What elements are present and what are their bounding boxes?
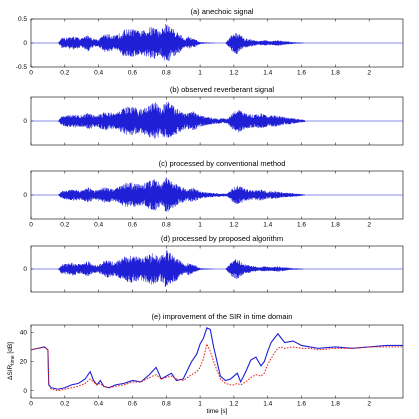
panel-c-xtick-label: 0 [29,222,33,229]
panel-e-ylabel: ΔSIRtime [dB] [7,342,16,380]
panel-a-xtick-label: 0.2 [60,70,69,77]
panel-a-xtick-label: 0.4 [94,70,103,77]
panel-e-series-blue [30,327,403,390]
panel-a-xtick-label: 1.6 [297,70,306,77]
panel-d-title: (d) processed by proposed algorithm [161,234,283,243]
panel-e-xtick-label: 0.2 [60,401,69,408]
panel-a-waveform [58,24,304,62]
panel-d-waveform [58,250,304,288]
panel-a-xtick-label: 0 [29,70,33,77]
panel-a-ytick-label: -0.5 [16,64,28,71]
panel-c-xtick-label: 1.8 [331,222,340,229]
panel-c-ytick-label: 0 [23,192,27,199]
panel-e-xtick-label: 0 [29,401,33,408]
panel-e-xlabel: time [s] [207,408,228,415]
panel-d: (d) processed by proposed algorithm 0 [23,234,404,293]
panel-b-marks: 0 [23,97,403,145]
panel-e-ytick-label: 20 [20,359,28,366]
panel-e-xtick-label: 1.6 [297,401,306,408]
panel-a-title: (a) anechoic signal [191,7,254,16]
panel-a-xtick-label: 1.2 [229,70,238,77]
panel-a: (a) anechoic signal 0 0.2 0.4 0.6 0.8 1 1.2 1.4… [16,7,404,77]
panel-c-xtick-label: 0.2 [60,222,69,229]
panel-e-ytick-label: 0 [23,388,27,395]
panel-e-xtick-label: 1 [198,401,202,408]
panel-e-xtick-label: 1.8 [331,401,340,408]
panel-b-title: (b) observed reverberant signal [170,85,275,94]
panel-c-marks: 0 0.2 0.4 0.6 0.8 1 1.2 1.4 1.6 1.8 2 0 [23,171,403,229]
panel-e-xtick-label: 0.4 [94,401,103,408]
panel-a-xtick-label: 1.4 [263,70,272,77]
panel-b: (b) observed reverberant signal 0 [23,85,404,146]
panel-d-marks: 0 [23,246,403,292]
panel-c-xtick-label: 1 [198,222,202,229]
panel-a-ytick-label: 0.5 [18,16,27,23]
panel-c-xtick-label: 0.4 [94,222,103,229]
panel-d-ytick-label: 0 [23,266,27,273]
panel-c-xtick-label: 2 [367,222,371,229]
panel-a-marks: 0 0.2 0.4 0.6 0.8 1 1.2 1.4 1.6 1.8 20.50-0.5 [16,16,403,77]
panel-e-xtick-label: 2 [367,401,371,408]
panel-e-ytick-label: 40 [20,330,28,337]
panel-a-xtick-label: 2 [367,70,371,77]
panel-c-waveform [58,177,306,212]
panel-e-xtick-label: 0.6 [128,401,137,408]
panel-a-xtick-label: 0.8 [162,70,171,77]
panel-a-xtick-label: 1.8 [331,70,340,77]
panel-b-waveform [58,101,306,139]
panel-a-xtick-label: 1 [198,70,202,77]
panel-e-series-red [30,342,403,392]
panel-b-ytick-label: 0 [23,118,27,125]
panel-c-title: (c) processed by conventional method [159,159,286,168]
panel-e-xtick-label: 0.8 [162,401,171,408]
panel-e-title: (e) improvement of the SIR in time domai… [152,312,293,321]
panel-e-xtick-label: 1.4 [263,401,272,408]
panel-c-xtick-label: 1.4 [263,222,272,229]
panel-c-xtick-label: 1.6 [297,222,306,229]
panel-e-xtick-label: 1.2 [229,401,238,408]
panel-c-xtick-label: 1.2 [229,222,238,229]
panel-e: (e) improvement of the SIR in time domai… [7,312,404,415]
panel-c-xtick-label: 0.6 [128,222,137,229]
panel-a-xtick-label: 0.6 [128,70,137,77]
panel-c: (c) processed by conventional method 0 0.… [23,159,404,229]
panel-a-ytick-label: 0 [23,40,27,47]
panel-c-xtick-label: 0.8 [162,222,171,229]
